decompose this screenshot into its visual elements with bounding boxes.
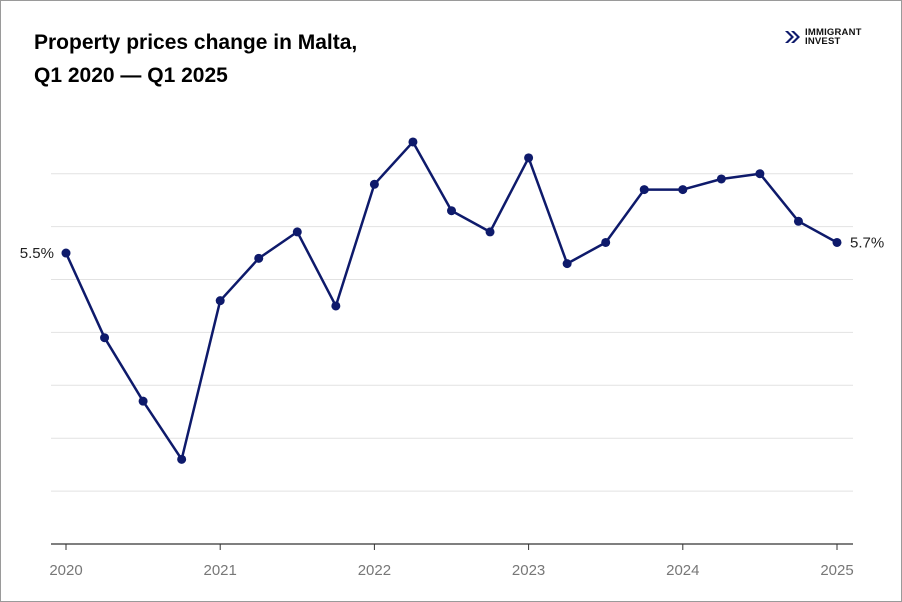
x-tick-label: 2024 [666,562,699,579]
data-point [678,185,688,195]
data-label: 5.5% [20,245,54,262]
logo-text-2: INVEST [805,36,841,47]
logo-text-1: IMMIGRANT [805,27,862,38]
data-point [292,227,302,237]
data-point [61,248,71,258]
series-line [64,140,838,461]
title-line-1: Property prices change in Malta, [34,31,358,54]
data-point [601,237,611,247]
data-point [331,301,341,311]
data-point [716,174,726,184]
chart-title: Property prices change in Malta, Q1 2020… [34,26,357,92]
data-point [639,185,649,195]
logo: IMMIGRANT INVEST [784,28,862,46]
x-tick-label: 2023 [512,562,545,579]
data-point [562,259,572,269]
x-tick-label: 2021 [204,562,237,579]
data-point [215,296,225,306]
data-point [100,333,110,343]
data-point [832,237,842,247]
data-point [793,216,803,226]
logo-chevron-icon [785,31,800,43]
data-point [485,227,495,237]
title-line-2: Q1 2020 — Q1 2025 [34,64,228,87]
data-point [369,179,379,189]
data-point [755,169,765,179]
data-point [408,137,418,147]
data-point [447,206,456,216]
data-point [177,454,187,464]
data-point [254,253,264,263]
data-point [138,396,148,406]
x-tick-label: 2025 [820,562,853,579]
x-tick-label: 2022 [358,562,391,579]
data-point [524,153,534,163]
x-tick-label: 2020 [49,562,82,579]
data-label: 5.7% [850,234,884,251]
